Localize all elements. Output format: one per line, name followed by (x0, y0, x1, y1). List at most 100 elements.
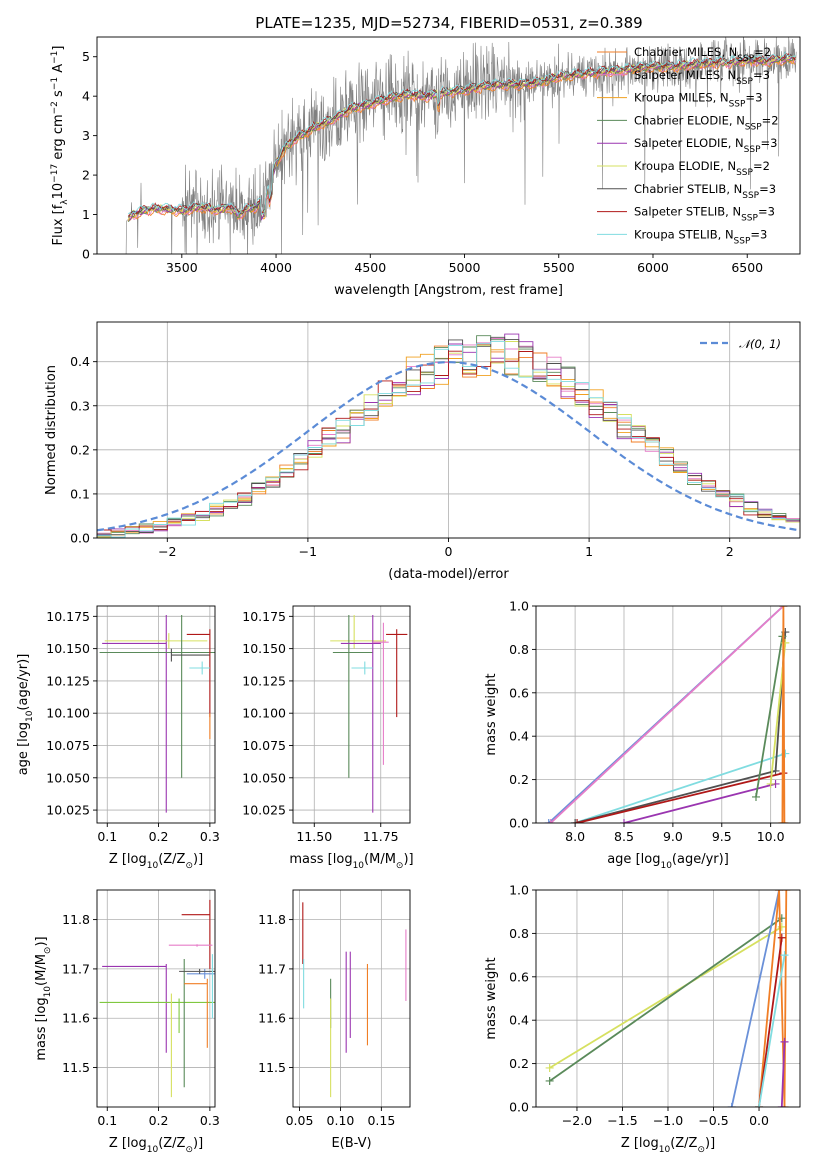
label-part: 10 (660, 861, 672, 871)
model-line-salpeter-stelib (127, 52, 796, 217)
label-part: ⊙ (43, 947, 53, 955)
label-part: (M/M (34, 954, 49, 986)
y-tick-label: 0.2 (509, 772, 529, 787)
y-tick-label: 1.0 (509, 599, 529, 614)
mass-vs-ebv-panel: 0.05 0.10 0.15 11.5 11.6 11.7 11.8 E(B-V) (258, 889, 411, 1151)
y-tick-label: 0.6 (509, 969, 529, 984)
y-tick-label: 0.2 (509, 1056, 529, 1071)
y-tick-label: 10.100 (242, 706, 286, 721)
axes-frame (535, 605, 801, 824)
weight-line (758, 937, 783, 1107)
label-part: )] (705, 1136, 715, 1151)
legend-entry: Salpeter ELODIE, NSSP=3 (634, 136, 777, 155)
y-tick-label: 11.6 (258, 1011, 286, 1026)
weight-marker (777, 933, 786, 942)
label-part: Chabrier MILES (634, 45, 721, 59)
label-part: (age/yr)] (672, 852, 729, 867)
label-part: , (720, 68, 727, 82)
y-tick-label: 11.5 (258, 1060, 286, 1075)
label-part: )] (34, 936, 49, 946)
weight-marker (620, 819, 628, 823)
x-tick-label: 8.0 (565, 829, 585, 844)
y-axis-label: Normed distribution (44, 365, 59, 495)
label-part: ⊙ (396, 861, 404, 871)
label-part: 3 (755, 91, 762, 105)
x-axis-label: Z [log10(Z/Z⊙)] (109, 1136, 203, 1155)
weight-line (576, 772, 784, 823)
x-tick-label: 0.10 (327, 1113, 355, 1128)
y-tick-label: 10.050 (242, 770, 286, 785)
label-part: = (754, 45, 764, 59)
weight-vs-age-panel: 8.0 8.5 9.0 9.5 10.0 0.0 0.2 0.4 0.6 0.8 1.0 age [l… (484, 599, 801, 871)
label-part: SSP (744, 145, 761, 155)
label-part: 2 (763, 159, 770, 173)
weight-line (550, 606, 785, 823)
label-part: Kroupa STELIB (634, 227, 718, 241)
label-part: 2 (764, 45, 771, 59)
label-part: = (750, 227, 760, 241)
label-part: 10 (147, 861, 159, 871)
weight-line (549, 926, 783, 1069)
weight-vs-z-panel: −2.0 −1.5 −1.0 −0.5 0.0 0.0 0.2 0.4 0.6 0.8 1.0 Z [… (484, 883, 801, 1155)
grid-lines (293, 606, 410, 823)
plot-area (125, 37, 797, 254)
weight-line (574, 631, 787, 823)
y-tick-label: 10.125 (242, 673, 286, 688)
label-part: = (745, 91, 755, 105)
x-tick-label: 2 (726, 544, 734, 559)
label-part: N (735, 136, 744, 150)
x-tick-label: 5000 (449, 260, 481, 275)
weight-line (755, 636, 784, 798)
label-part: −1 (50, 51, 60, 64)
label-part: 10 (659, 1145, 671, 1155)
weight-line (780, 1041, 786, 1107)
legend-entry: Chabrier MILES, NSSP=2 (634, 45, 771, 64)
label-part: = (762, 113, 772, 127)
label-part: N (727, 159, 736, 173)
y-tick-label: 0.8 (509, 926, 529, 941)
weight-line (781, 606, 786, 823)
axes-frame (96, 889, 216, 1108)
weight-marker (545, 1063, 554, 1072)
x-tick-label: 3500 (166, 260, 198, 275)
weight-line (730, 890, 780, 1107)
y-tick-label: 11.7 (62, 961, 90, 976)
plot-area (99, 899, 215, 1098)
label-part: 3 (760, 227, 767, 241)
label-part: 3 (769, 182, 776, 196)
y-tick-label: 10.075 (46, 738, 90, 753)
label-part: Chabrier ELODIE (634, 113, 729, 127)
label-part: (M/M (364, 852, 396, 867)
grid-lines (97, 890, 215, 1107)
grid-lines (97, 606, 215, 823)
weight-marker (752, 792, 760, 801)
label-part: Salpeter MILES (634, 68, 720, 82)
label-part: age [log (16, 722, 31, 775)
label-part: Salpeter ELODIE (634, 136, 728, 150)
label-part: (Z/Z (670, 1136, 697, 1151)
y-tick-label: 11.8 (258, 912, 286, 927)
label-part: SSP (737, 54, 754, 64)
plot-area (330, 615, 408, 813)
label-part: N (727, 68, 736, 82)
y-tick-label: 3 (82, 128, 90, 143)
label-part: )] (403, 852, 413, 867)
grid-lines (293, 890, 410, 1107)
y-tick-label: 10.125 (46, 673, 90, 688)
weight-marker (545, 1076, 554, 1085)
y-tick-label: 10.050 (46, 770, 90, 785)
legend-entry: Kroupa STELIB, NSSP=3 (634, 227, 767, 246)
label-part: 10 (51, 183, 66, 200)
plot-area (545, 890, 791, 1107)
weight-line (574, 752, 786, 823)
label-part: Z [log (109, 1136, 147, 1151)
x-tick-label: 11.50 (296, 829, 332, 844)
label-part: ⊙ (185, 861, 193, 871)
legend-entry: Kroupa MILES, NSSP=3 (634, 91, 762, 110)
x-tick-label: 11.75 (363, 829, 399, 844)
axes-frame (96, 36, 801, 255)
x-tick-label: 6000 (637, 260, 669, 275)
label-part: 3 (768, 205, 775, 219)
x-tick-label: 0 (445, 544, 453, 559)
label-part: 10 (353, 861, 365, 871)
